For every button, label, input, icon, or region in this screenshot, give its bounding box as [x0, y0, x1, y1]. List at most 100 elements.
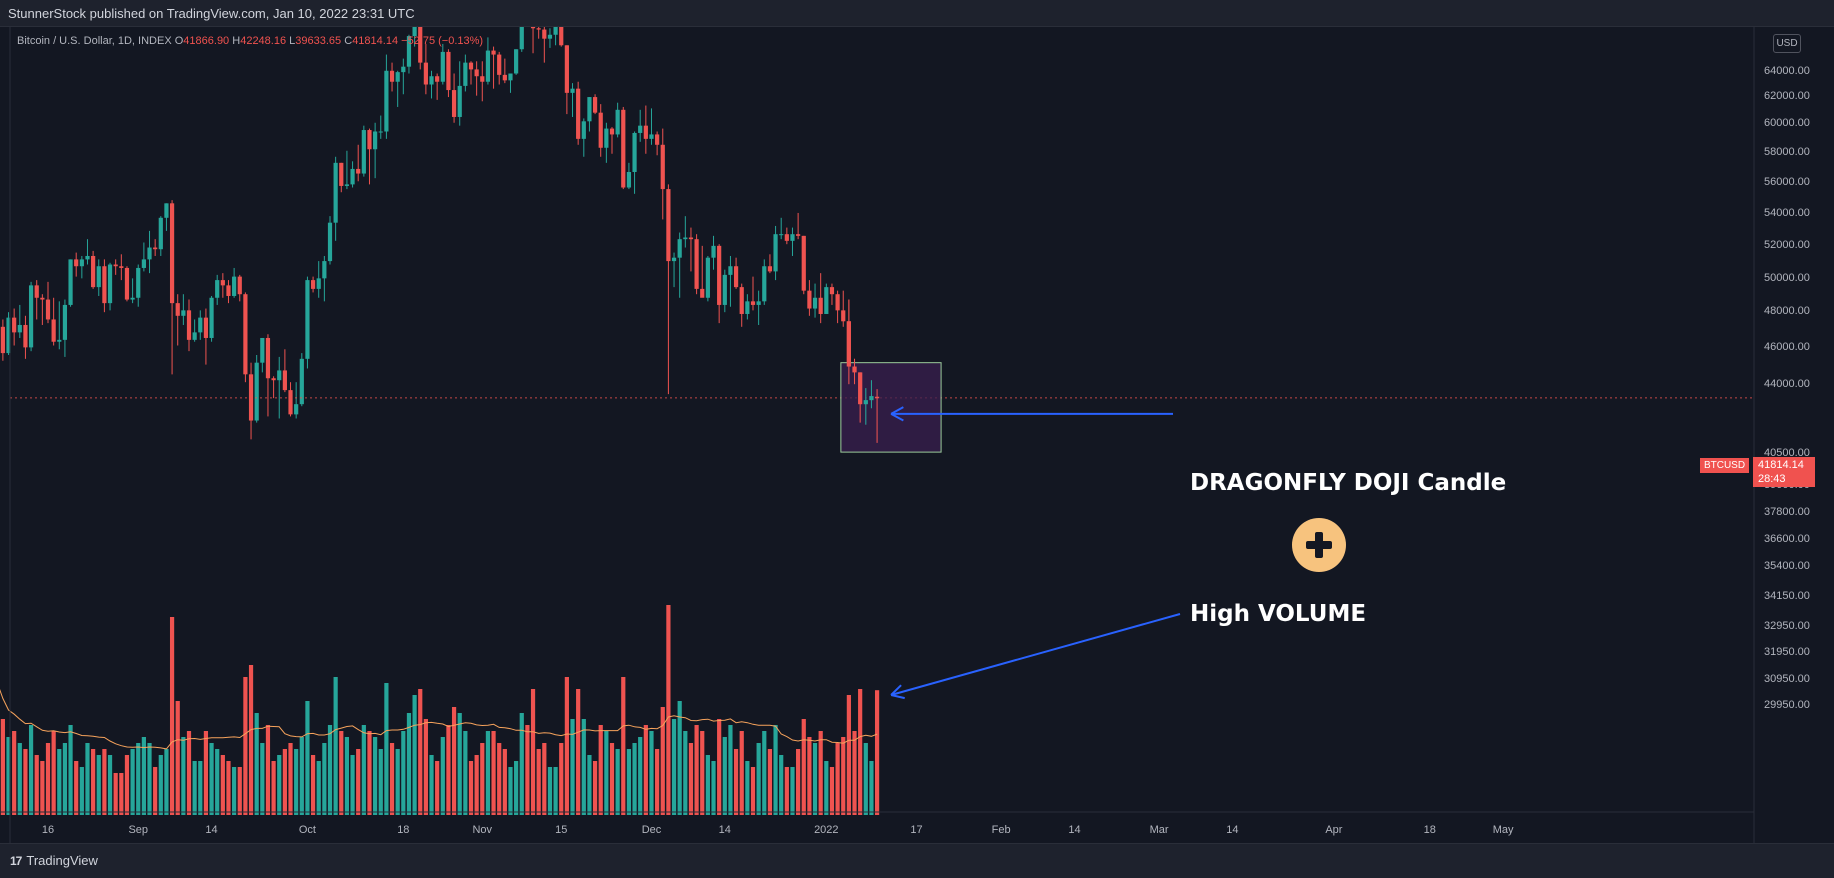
volume-bar — [260, 743, 265, 815]
candle-body — [17, 324, 22, 333]
volume-bar — [226, 761, 231, 815]
candle-body — [181, 310, 186, 316]
candle-body — [327, 222, 333, 262]
candle-body — [339, 162, 344, 186]
price-tick-label: 37800.00 — [1764, 506, 1810, 518]
candle-body — [779, 234, 784, 236]
candle-body — [683, 237, 688, 240]
candle-body — [367, 130, 372, 150]
volume-bar — [576, 689, 581, 815]
volume-bar — [107, 755, 113, 815]
volume-bar — [530, 689, 536, 815]
volume-bar — [694, 725, 699, 815]
volume-bar — [677, 701, 682, 815]
candle-body — [282, 370, 287, 391]
volume-bar — [519, 713, 524, 815]
time-tick-label: 2022 — [814, 824, 838, 836]
candle-body — [722, 274, 727, 305]
candle-body — [322, 261, 327, 279]
volume-bar — [124, 755, 130, 815]
price-tick-label: 40500.00 — [1764, 447, 1810, 459]
volume-bar — [254, 713, 259, 815]
volume-bar — [598, 725, 603, 815]
candle-body — [62, 304, 68, 340]
candle-body — [519, 27, 524, 50]
doji-arrow-head — [890, 412, 904, 422]
candle-body — [626, 172, 632, 188]
candle-body — [508, 73, 513, 81]
volume-bar — [316, 761, 321, 815]
volume-bar — [790, 767, 795, 815]
plus-icon-bar-v — [1315, 532, 1323, 558]
volume-bar — [91, 749, 96, 815]
volume-arrow — [890, 613, 1181, 696]
time-tick-label: Mar — [1150, 824, 1169, 836]
time-tick-label: Nov — [472, 824, 492, 836]
candle-body — [874, 396, 880, 399]
candle-body — [271, 378, 276, 381]
candle-body — [141, 259, 146, 268]
volume-bar — [711, 761, 716, 815]
candle-body — [632, 132, 637, 173]
volume-bar — [158, 755, 163, 815]
candle-body — [824, 287, 829, 314]
volume-bar — [57, 749, 62, 815]
tradingview-logo[interactable]: 17 TradingView — [10, 853, 98, 868]
candle-body — [395, 72, 400, 82]
candle-body — [841, 310, 846, 322]
volume-bar — [220, 755, 225, 815]
doji-annotation: DRAGONFLY DOJI Candle — [1190, 470, 1507, 496]
candle-body — [705, 257, 710, 298]
price-axis[interactable]: 64000.00 62000.00 60000.00 58000.00 56000.00… — [9, 27, 1810, 843]
candle-body — [655, 134, 660, 145]
candle-body — [728, 266, 733, 275]
volume-bar — [626, 749, 632, 815]
volume-bar — [28, 725, 34, 815]
time-tick-label: 18 — [1424, 824, 1436, 836]
volume-bar — [0, 719, 5, 815]
time-axis[interactable]: 16 Sep 14 Oct 18 Nov 15 Dec 14 2022 17 Feb 14 Mar 14 Ap… — [0, 811, 1754, 836]
candle-body — [491, 50, 496, 55]
candle-body — [147, 247, 152, 260]
volume-bar — [378, 749, 383, 815]
legend-symbol: Bitcoin / U.S. Dollar, 1D, INDEX — [17, 35, 172, 47]
volume-bar — [209, 743, 214, 815]
volume-bar — [756, 743, 761, 815]
candle-body — [530, 27, 536, 29]
candle-body — [739, 287, 744, 314]
candle-body — [767, 266, 773, 272]
candle-body — [226, 285, 231, 296]
candle-body — [801, 235, 806, 291]
price-chart[interactable]: 64000.00 62000.00 60000.00 58000.00 56000.00… — [0, 27, 1834, 843]
candle-body — [514, 49, 519, 74]
candle-body — [835, 294, 840, 311]
volume-bar — [451, 707, 457, 815]
volume-arrow-head — [890, 684, 902, 696]
candle-body — [85, 255, 90, 260]
candle-body — [169, 203, 175, 304]
legend-open: 41866.90 — [183, 35, 230, 47]
candle-body — [373, 131, 378, 150]
volume-bar — [457, 713, 462, 815]
currency-button[interactable]: USD — [1773, 34, 1801, 53]
legend-change: −52.75 (−0.13%) — [401, 35, 484, 47]
volume-bar — [373, 737, 378, 815]
volume-bar — [40, 761, 45, 815]
volume-bar — [299, 737, 304, 815]
volume-bar — [660, 707, 665, 815]
candle-body — [485, 50, 491, 82]
volume-bar — [683, 731, 688, 815]
volume-bar — [666, 605, 671, 815]
volume-bar — [147, 743, 152, 815]
price-tick-label: 30950.00 — [1764, 673, 1810, 685]
volume-bar — [102, 749, 107, 815]
bar-countdown: 28:43 — [1758, 473, 1786, 485]
volume-bar — [733, 749, 739, 815]
volume-bar — [327, 725, 333, 815]
candle-body — [858, 372, 863, 405]
volume-bar — [592, 761, 598, 815]
candle-body — [784, 234, 789, 241]
volume-bar — [367, 731, 372, 815]
candle-body — [68, 259, 73, 305]
volume-bar — [384, 683, 389, 815]
